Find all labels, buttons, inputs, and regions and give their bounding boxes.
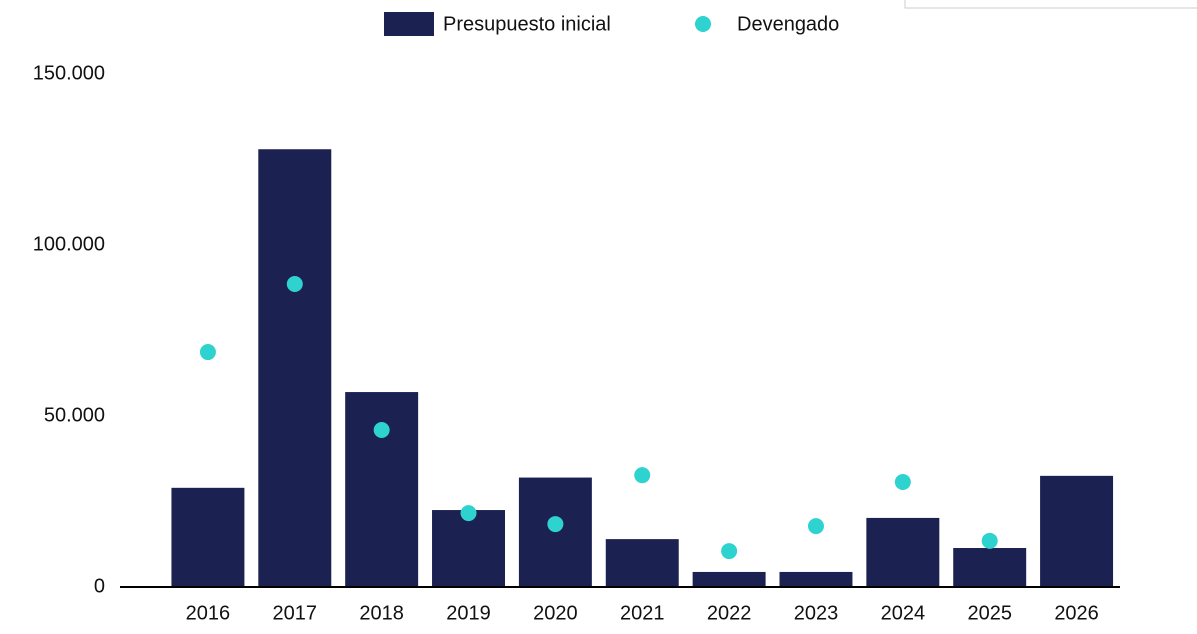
- legend-label: Devengado: [737, 13, 839, 35]
- dot: [547, 516, 564, 533]
- dot: [286, 275, 303, 292]
- y-tick-label: 50.000: [44, 404, 105, 426]
- x-tick-label: 2020: [533, 602, 578, 624]
- dot: [373, 422, 390, 439]
- x-tick-label: 2017: [273, 602, 318, 624]
- bar: [345, 392, 419, 587]
- x-tick-label: 2019: [446, 602, 491, 624]
- bar: [258, 149, 332, 588]
- bar: [953, 548, 1027, 587]
- dot: [199, 344, 216, 361]
- x-tick-label: 2023: [794, 602, 839, 624]
- bar: [866, 517, 940, 587]
- legend-swatch: [695, 16, 711, 32]
- bar: [171, 487, 245, 587]
- x-tick-label: 2021: [620, 602, 665, 624]
- x-tick-label: 2016: [186, 602, 231, 624]
- x-tick-label: 2026: [1054, 602, 1099, 624]
- dot: [981, 532, 998, 549]
- popup-edge: [904, 0, 1197, 9]
- legend-swatch: [384, 12, 434, 36]
- dot: [634, 467, 651, 484]
- bar: [779, 571, 853, 587]
- bar: [518, 477, 592, 587]
- x-tick-label: 2018: [359, 602, 404, 624]
- y-tick-label: 150.000: [33, 62, 105, 84]
- dot: [894, 474, 911, 491]
- bar: [692, 571, 766, 587]
- x-tick-label: 2025: [967, 602, 1012, 624]
- bar: [1040, 475, 1114, 587]
- dot: [460, 505, 477, 522]
- bar: [432, 510, 506, 587]
- dot: [721, 543, 738, 560]
- bar: [605, 539, 679, 587]
- x-tick-label: 2022: [707, 602, 752, 624]
- x-tick-label: 2024: [881, 602, 926, 624]
- y-tick-label: 100.000: [33, 233, 105, 255]
- legend-label: Presupuesto inicial: [443, 13, 611, 35]
- dot: [807, 518, 824, 535]
- y-tick-label: 0: [94, 575, 105, 597]
